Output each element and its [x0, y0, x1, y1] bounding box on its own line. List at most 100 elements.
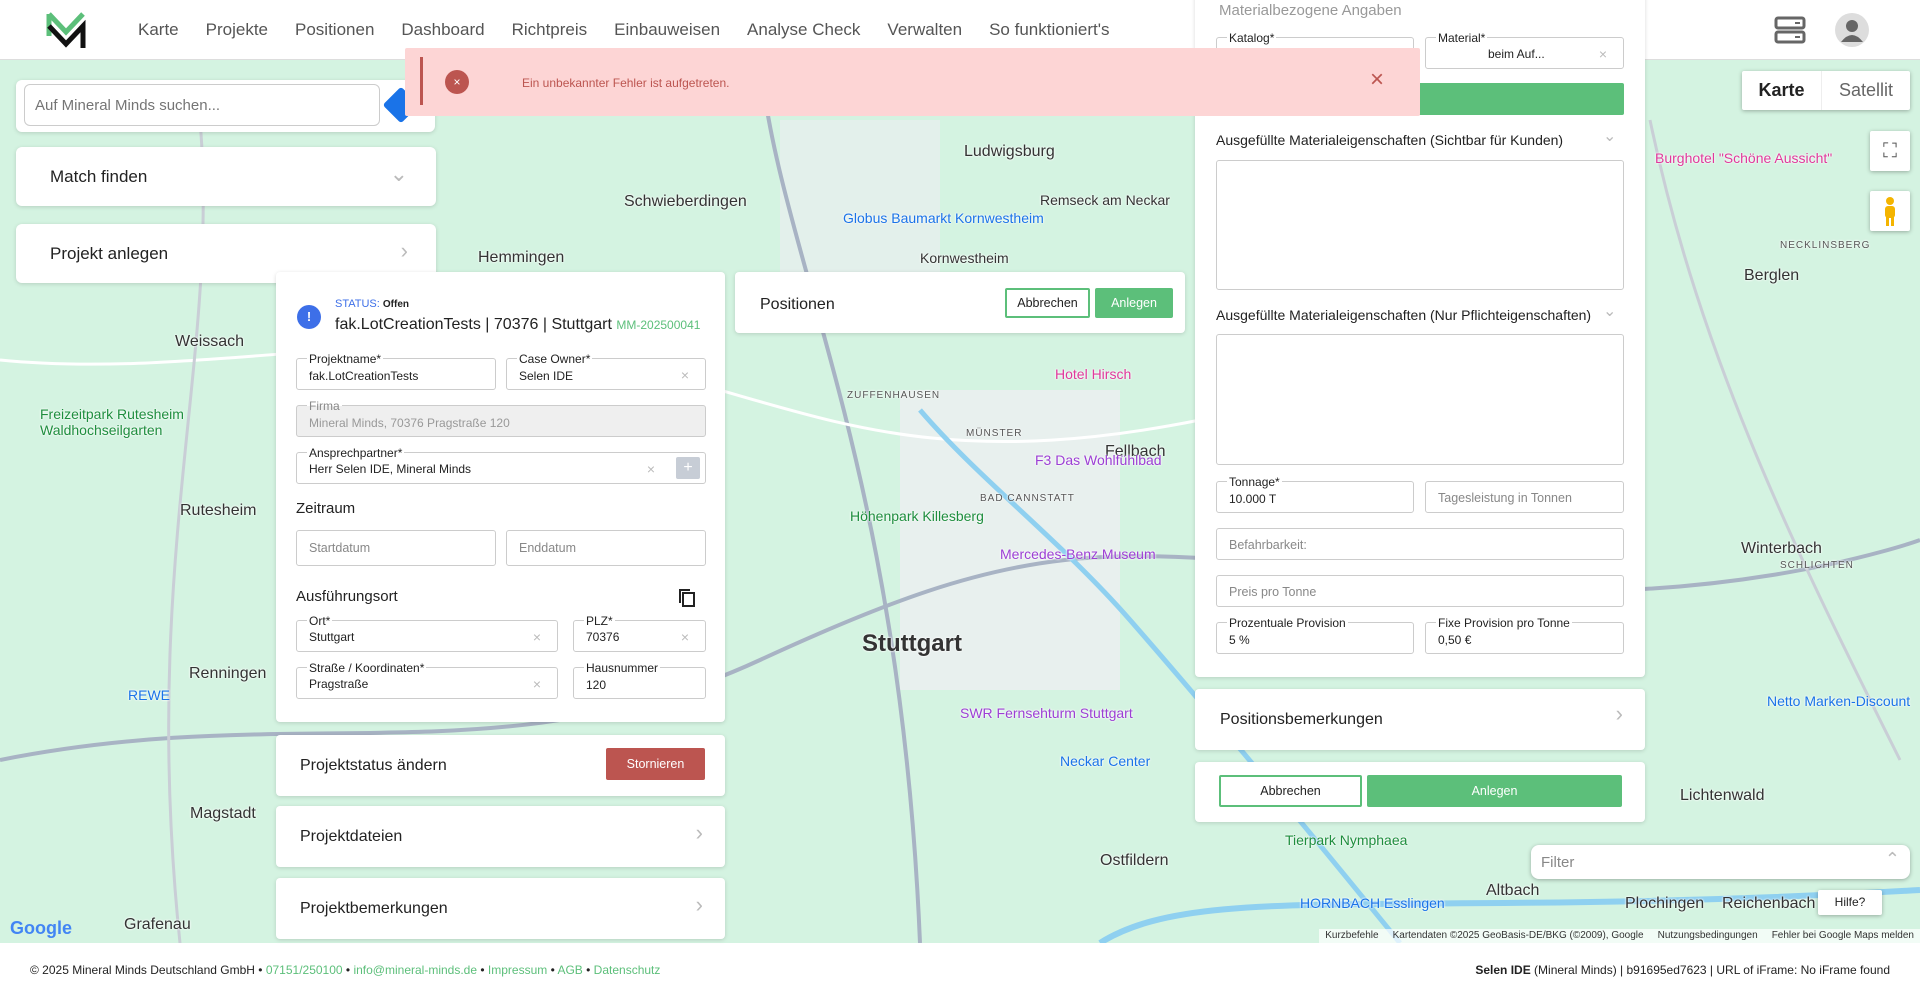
nav-item[interactable]: Richtpreis [511, 20, 588, 39]
map-label[interactable]: Burghotel "Schöne Aussicht" [1655, 150, 1833, 166]
clear-icon[interactable]: × [1598, 46, 1607, 62]
ansprechpartner-field[interactable]: Ansprechpartner* Herr Selen IDE, Mineral … [296, 446, 706, 484]
mineral-minds-logo[interactable] [46, 12, 86, 53]
map-label[interactable]: Schwieberdingen [624, 193, 747, 210]
match-finden-card[interactable]: Match finden ⌄ [16, 147, 436, 206]
props-visible-textarea[interactable] [1216, 160, 1624, 290]
nav-item[interactable]: Projekte [205, 20, 269, 39]
map-label[interactable]: REWE [128, 687, 170, 703]
help-button[interactable]: Hilfe? [1818, 890, 1882, 915]
material-field[interactable]: Material* beim Auf... × [1425, 31, 1624, 69]
add-contact-button[interactable]: + [676, 457, 700, 479]
case-owner-field[interactable]: Case Owner* Selen IDE × [506, 352, 706, 390]
impressum-link[interactable]: Impressum [487, 963, 548, 977]
nav-item[interactable]: Positionen [295, 20, 375, 39]
map-label[interactable]: Globus Baumarkt Kornwestheim [843, 210, 1044, 226]
positionen-anlegen-button[interactable]: Anlegen [1095, 288, 1173, 318]
phone-link[interactable]: 07151/250100 [265, 963, 343, 977]
positionsbemerkungen-card[interactable]: Positionsbemerkungen › [1195, 689, 1645, 750]
map-label[interactable]: Freizeitpark Rutesheim Waldhochseilgarte… [40, 406, 184, 438]
clear-icon[interactable]: × [532, 629, 541, 645]
clear-icon[interactable]: × [680, 367, 689, 383]
nav-item[interactable]: Verwalten [887, 20, 963, 39]
map-type-karte[interactable]: Karte [1742, 71, 1822, 110]
attribution-item[interactable]: Fehler bei Google Maps melden [1771, 930, 1914, 941]
projektname-field[interactable]: Projektname* fak.LotCreationTests [296, 352, 496, 390]
ort-field[interactable]: Ort* Stuttgart × [296, 614, 558, 652]
nav-item[interactable]: Dashboard [401, 20, 485, 39]
map-label[interactable]: Rutesheim [180, 502, 257, 519]
nav-item[interactable]: Karte [138, 20, 179, 39]
filter-dropdown[interactable]: Filter ⌃ [1531, 845, 1910, 879]
startdatum-field[interactable]: Startdatum [296, 530, 496, 566]
props-required-textarea[interactable] [1216, 334, 1624, 465]
preis-pro-tonne-field[interactable]: Preis pro Tonne [1216, 575, 1624, 607]
map-label[interactable]: Tierpark Nymphaea [1285, 832, 1408, 848]
map-label[interactable]: Altbach [1486, 882, 1540, 899]
tonnage-field[interactable]: Tonnage* 10.000 T [1216, 475, 1414, 513]
projektbemerkungen-card[interactable]: Projektbemerkungen › [276, 878, 725, 939]
tagesleistung-field[interactable]: Tagesleistung in Tonnen [1425, 481, 1624, 513]
attribution-item[interactable]: Kartendaten ©2025 GeoBasis-DE/BKG (©2009… [1392, 930, 1644, 941]
map-label[interactable]: Magstadt [190, 805, 256, 822]
map-label[interactable]: Fellbach [1105, 443, 1166, 460]
pegman-icon[interactable] [1870, 191, 1910, 231]
map-label[interactable]: Ludwigsburg [964, 143, 1055, 160]
map-label[interactable]: Stuttgart [862, 630, 962, 657]
map-label[interactable]: Remseck am Neckar [1040, 192, 1170, 208]
map-label[interactable]: Kornwestheim [920, 250, 1009, 266]
map-label[interactable]: Grafenau [124, 916, 191, 933]
map-label[interactable]: Weissach [175, 333, 245, 350]
map-label[interactable]: MÜNSTER [966, 428, 1023, 439]
map-label[interactable]: SWR Fernsehturm Stuttgart [960, 705, 1133, 721]
enddatum-field[interactable]: Enddatum [506, 530, 706, 566]
hausnummer-field[interactable]: Hausnummer 120 [573, 661, 706, 699]
map-label[interactable]: Neckar Center [1060, 753, 1151, 769]
map-label[interactable]: F3 Das Wohlfühlbad [1035, 452, 1162, 468]
map-label[interactable]: Höhenpark Killesberg [850, 508, 984, 524]
map-label[interactable]: Hemmingen [478, 249, 565, 266]
nav-item[interactable]: So funktioniert's [989, 20, 1110, 39]
agb-link[interactable]: AGB [557, 963, 583, 977]
copy-icon[interactable] [678, 588, 696, 613]
map-label[interactable]: Netto Marken-Discount [1767, 693, 1911, 709]
map-label[interactable]: SCHLICHTEN [1780, 560, 1854, 571]
plz-field[interactable]: PLZ* 70376 × [573, 614, 706, 652]
befahrbarkeit-field[interactable]: Befahrbarkeit: [1216, 528, 1624, 560]
fixe-provision-field[interactable]: Fixe Provision pro Tonne 0,50 € [1425, 616, 1624, 654]
map-label[interactable]: Hotel Hirsch [1055, 366, 1132, 382]
map-label[interactable]: HORNBACH Esslingen [1300, 895, 1445, 911]
nav-item[interactable]: Einbauweisen [614, 20, 721, 39]
abbrechen-button[interactable]: Abbrechen [1219, 775, 1362, 807]
map-label[interactable]: Winterbach [1741, 540, 1822, 557]
positionen-abbrechen-button[interactable]: Abbrechen [1005, 288, 1090, 318]
projektdateien-card[interactable]: Projektdateien › [276, 806, 725, 867]
map-label[interactable]: Mercedes-Benz Museum [1000, 546, 1156, 562]
map-type-satellit[interactable]: Satellit [1838, 80, 1894, 100]
strasse-field[interactable]: Straße / Koordinaten* Pragstraße × [296, 661, 558, 699]
avatar-icon[interactable] [1834, 12, 1870, 53]
map-label[interactable]: Berglen [1744, 267, 1800, 284]
map-label[interactable]: Plochingen [1625, 895, 1705, 912]
attribution-item[interactable]: Kurzbefehle [1325, 930, 1379, 941]
clear-icon[interactable]: × [532, 676, 541, 692]
clear-icon[interactable]: × [646, 461, 655, 477]
nav-item[interactable]: Analyse Check [747, 20, 861, 39]
stornieren-button[interactable]: Stornieren [606, 748, 705, 780]
map-label[interactable]: Lichtenwald [1680, 787, 1765, 804]
map-label[interactable]: Reichenbach [1722, 895, 1816, 912]
clear-icon[interactable]: × [680, 629, 689, 645]
map-label[interactable]: NECKLINSBERG [1780, 240, 1871, 251]
map-label[interactable]: Renningen [189, 665, 267, 682]
map-label[interactable]: BAD CANNSTATT [980, 493, 1075, 504]
anlegen-button[interactable]: Anlegen [1367, 775, 1622, 807]
datenschutz-link[interactable]: Datenschutz [593, 963, 661, 977]
map-label[interactable]: Ostfildern [1100, 852, 1169, 869]
prozentuale-provision-field[interactable]: Prozentuale Provision 5 % [1216, 616, 1414, 654]
email-link[interactable]: info@mineral-minds.de [353, 963, 478, 977]
fullscreen-icon[interactable]: ⛶ [1870, 131, 1910, 171]
close-icon[interactable]: × [1370, 66, 1385, 93]
server-icon[interactable] [1774, 16, 1806, 49]
attribution-item[interactable]: Nutzungsbedingungen [1657, 930, 1758, 941]
search-input[interactable] [24, 84, 380, 126]
